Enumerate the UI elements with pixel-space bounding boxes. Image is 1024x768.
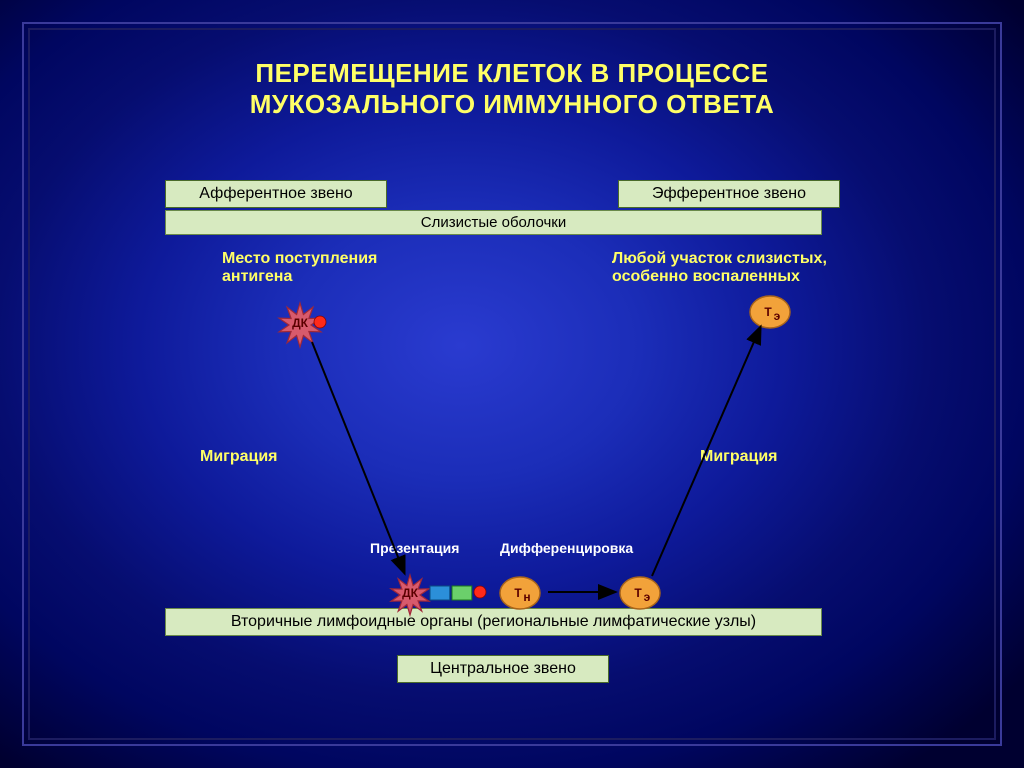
migration-left-label: Миграция	[200, 448, 278, 466]
any-mucosa-l1: Любой участок слизистых,	[612, 250, 827, 267]
slide: ПЕРЕМЕЩЕНИЕ КЛЕТОК В ПРОЦЕССЕ МУКОЗАЛЬНО…	[0, 0, 1024, 768]
afferent-box: Афферентное звено	[165, 180, 387, 208]
differentiation-label: Дифференцировка	[500, 540, 633, 556]
migration-right-label: Миграция	[700, 448, 778, 466]
central-box: Центральное звено	[397, 655, 609, 683]
antigen-entry-l1: Место поступления	[222, 250, 377, 267]
presentation-label: Презентация	[370, 540, 459, 556]
antigen-entry-label: Место поступления антигена	[222, 250, 377, 286]
efferent-box: Эфферентное звено	[618, 180, 840, 208]
any-mucosa-l2: особенно воспаленных	[612, 268, 800, 285]
organs-bar: Вторичные лимфоидные органы (региональны…	[165, 608, 822, 636]
antigen-entry-l2: антигена	[222, 268, 292, 285]
any-mucosa-label: Любой участок слизистых, особенно воспал…	[612, 250, 827, 286]
title-line1: ПЕРЕМЕЩЕНИЕ КЛЕТОК В ПРОЦЕССЕ	[0, 58, 1024, 89]
mucosa-bar: Слизистые оболочки	[165, 210, 822, 235]
title-line2: МУКОЗАЛЬНОГО ИММУННОГО ОТВЕТА	[0, 89, 1024, 120]
slide-title: ПЕРЕМЕЩЕНИЕ КЛЕТОК В ПРОЦЕССЕ МУКОЗАЛЬНО…	[0, 58, 1024, 120]
